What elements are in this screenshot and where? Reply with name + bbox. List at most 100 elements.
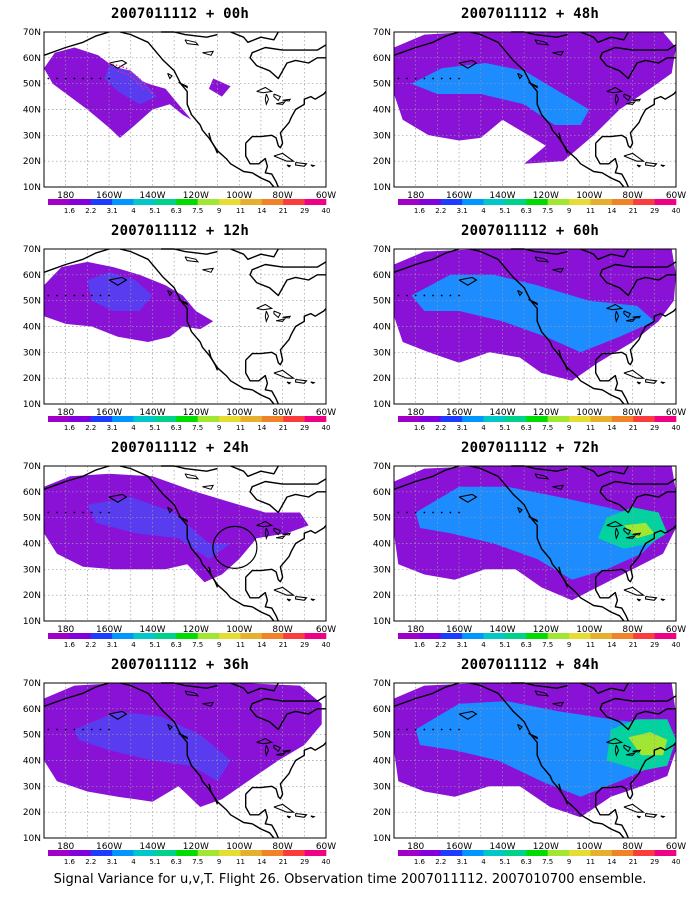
map-panel-7: 2007011112 + 84h 10N 20N 30N 40N 50N 60N 70N 180… bbox=[360, 651, 700, 866]
lake-outline bbox=[625, 317, 637, 322]
colorbar-label: 2.2 bbox=[85, 641, 96, 649]
map-svg: 10N 20N 30N 40N 50N 60N 70N 180 160W 140W 120W 100W… bbox=[23, 462, 336, 649]
island-outline bbox=[528, 298, 538, 306]
island-outline bbox=[528, 81, 538, 89]
colorbar-swatch bbox=[526, 199, 548, 205]
colorbar-label: 3.1 bbox=[457, 641, 468, 649]
colorbar-label: 9 bbox=[217, 641, 221, 649]
island-outline bbox=[310, 164, 316, 167]
colorbar-swatch bbox=[440, 850, 463, 856]
coastline bbox=[558, 783, 569, 805]
lat-tick-label: 40N bbox=[23, 106, 41, 116]
lat-tick-label: 70N bbox=[373, 679, 391, 689]
lake-outline bbox=[623, 93, 632, 102]
colorbar-label: 14 bbox=[257, 858, 266, 866]
colorbar-label: 4 bbox=[481, 641, 486, 649]
colorbar-swatch bbox=[261, 633, 284, 639]
island-dot bbox=[423, 511, 426, 514]
colorbar-swatch bbox=[154, 633, 177, 639]
colorbar-swatch bbox=[112, 633, 134, 639]
colorbar-swatch bbox=[176, 850, 198, 856]
coastline bbox=[249, 44, 327, 80]
coastline bbox=[469, 682, 625, 839]
coastline bbox=[244, 577, 279, 622]
coastline bbox=[393, 682, 460, 707]
lake-outline bbox=[264, 527, 270, 540]
colorbar-swatch bbox=[261, 199, 284, 205]
lat-tick-label: 60N bbox=[23, 488, 41, 498]
lake-outline bbox=[256, 520, 274, 528]
island-dot bbox=[108, 77, 110, 80]
colorbar-swatch bbox=[283, 416, 305, 422]
colorbar-label: 5.1 bbox=[149, 424, 160, 432]
island-outline bbox=[167, 289, 173, 297]
island-dot bbox=[440, 77, 443, 80]
colorbar-swatch bbox=[611, 850, 634, 856]
island-dot bbox=[47, 728, 50, 731]
island-dot bbox=[432, 728, 434, 731]
colorbar-swatch bbox=[654, 633, 677, 639]
variance-contour-mid bbox=[415, 486, 663, 580]
island-dot bbox=[108, 511, 110, 514]
colorbar-label: 9 bbox=[217, 424, 221, 432]
colorbar-swatch bbox=[633, 416, 655, 422]
colorbar-label: 21 bbox=[629, 641, 638, 649]
lake-outline bbox=[534, 473, 550, 480]
lon-tick-label: 100W bbox=[576, 842, 602, 852]
lat-tick-label: 20N bbox=[373, 374, 391, 384]
island-dot bbox=[406, 511, 408, 514]
coastline bbox=[580, 682, 629, 694]
lon-tick-label: 180 bbox=[407, 625, 424, 635]
colorbar-label: 11 bbox=[586, 424, 595, 432]
lat-tick-label: 30N bbox=[23, 782, 41, 792]
lat-tick-label: 40N bbox=[373, 757, 391, 767]
colorbar-label: 21 bbox=[279, 641, 288, 649]
colorbar-label: 7.5 bbox=[192, 641, 203, 649]
coastline bbox=[558, 349, 569, 371]
lake-outline bbox=[273, 310, 282, 319]
lon-tick-label: 60W bbox=[666, 191, 686, 201]
colorbar-label: 29 bbox=[300, 207, 309, 215]
island-outline bbox=[286, 598, 292, 602]
lat-tick-label: 50N bbox=[373, 80, 391, 90]
colorbar-label: 7.5 bbox=[542, 424, 553, 432]
colorbar-label: 2.2 bbox=[435, 641, 446, 649]
colorbar-label: 1.6 bbox=[64, 858, 76, 866]
colorbar-swatch bbox=[261, 850, 284, 856]
coastline bbox=[43, 682, 110, 707]
colorbar-swatch bbox=[504, 850, 527, 856]
coastline bbox=[469, 31, 625, 188]
island-outline bbox=[458, 59, 478, 69]
lat-tick-label: 10N bbox=[23, 617, 41, 627]
colorbar-label: 1.6 bbox=[414, 424, 426, 432]
colorbar-label: 29 bbox=[650, 424, 659, 432]
colorbar-swatch bbox=[154, 850, 177, 856]
colorbar-label: 40 bbox=[672, 858, 681, 866]
colorbar-swatch bbox=[304, 416, 327, 422]
map-frame bbox=[393, 248, 677, 405]
colorbar-swatch bbox=[304, 199, 327, 205]
island-dot bbox=[90, 728, 93, 731]
colorbar-swatch bbox=[240, 850, 263, 856]
colorbar-label: 5.1 bbox=[149, 641, 160, 649]
island-outline bbox=[517, 506, 523, 514]
lat-tick-label: 30N bbox=[23, 565, 41, 575]
island-dot bbox=[90, 77, 93, 80]
lon-tick-label: 60W bbox=[666, 625, 686, 635]
lake-outline bbox=[552, 50, 565, 56]
colorbar-swatch bbox=[240, 199, 263, 205]
island-outline bbox=[295, 378, 308, 384]
lake-outline bbox=[264, 744, 270, 757]
colorbar-label: 7.5 bbox=[192, 207, 203, 215]
colorbar-label: 5.1 bbox=[499, 424, 510, 432]
variance-contour-mid bbox=[411, 63, 590, 125]
colorbar-swatch bbox=[398, 416, 420, 422]
lake-outline bbox=[534, 690, 550, 697]
colorbar-label: 5.1 bbox=[149, 207, 160, 215]
colorbar-label: 14 bbox=[607, 641, 616, 649]
colorbar-label: 11 bbox=[236, 207, 245, 215]
colorbar-swatch bbox=[611, 633, 634, 639]
colorbar-label: 3.1 bbox=[457, 207, 468, 215]
lake-outline bbox=[282, 315, 292, 319]
colorbar-label: 2.2 bbox=[85, 858, 96, 866]
